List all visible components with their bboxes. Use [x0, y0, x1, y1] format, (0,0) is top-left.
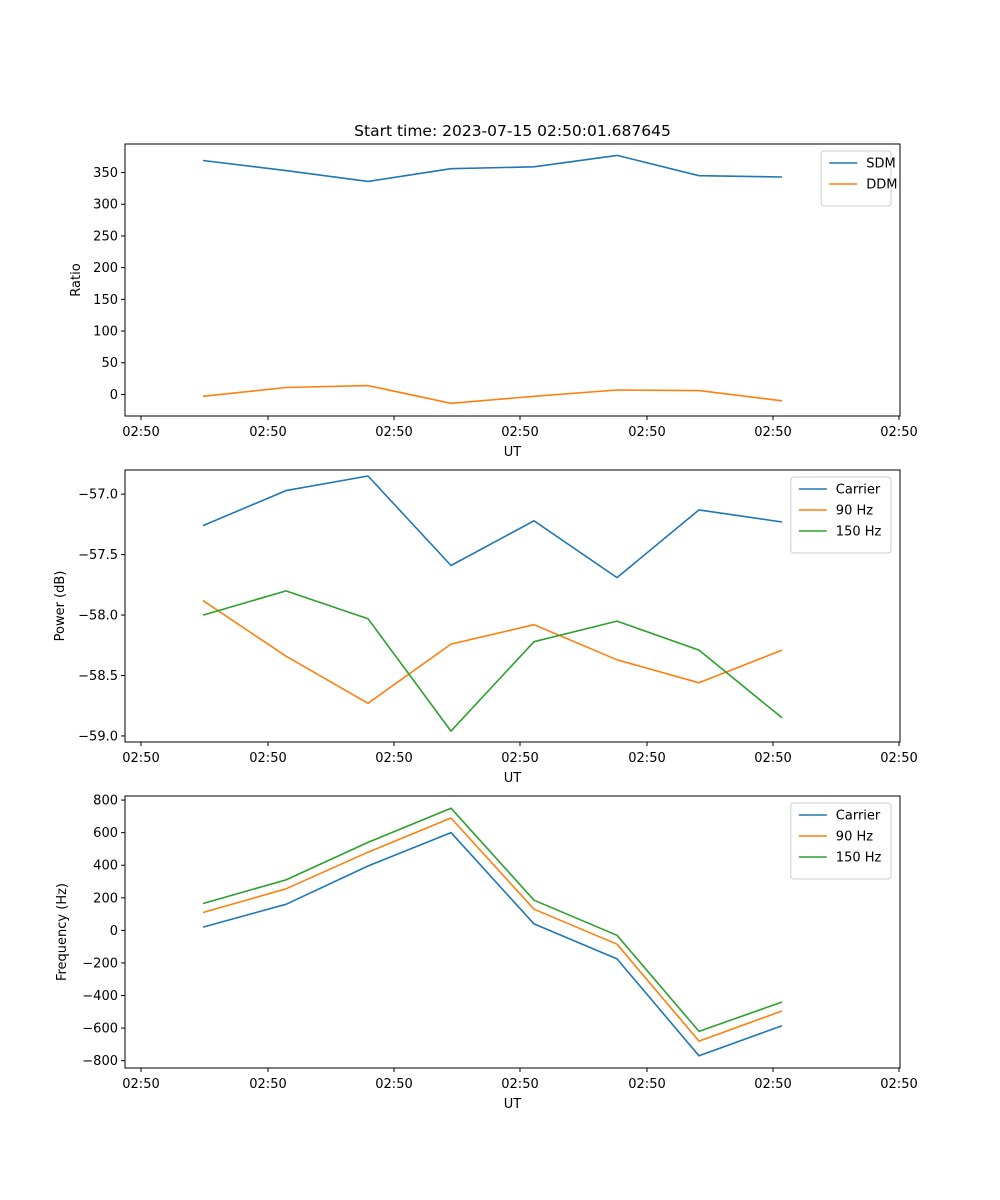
x-tick-label: 02:50: [122, 751, 159, 766]
y-tick-label: 200: [93, 891, 118, 906]
y-tick-label: 350: [93, 166, 118, 181]
legend: SDM DDM: [820, 150, 897, 207]
y-axis-label: Ratio: [69, 263, 84, 296]
legend-label: 150 Hz: [836, 525, 882, 540]
y-tick-label: −800: [82, 1054, 118, 1069]
series-line-carrier: [202, 831, 783, 1057]
y-axis-label: Power (dB): [53, 571, 68, 642]
y-tick-label: 100: [93, 325, 118, 340]
x-axis-label: UT: [504, 771, 522, 786]
chart-panel-2: 02:50 02:50 02:50 02:50 02:50 02:50 02:50 −59.0…: [53, 469, 918, 786]
x-tick-label: 02:50: [880, 1077, 917, 1092]
series-line-ddm: [202, 384, 783, 405]
x-tick-label: 02:50: [880, 751, 917, 766]
x-tick-label: 02:50: [628, 425, 665, 440]
chart-panel-1: Start time: 2023-07-15 02:50:01.68764502…: [69, 122, 918, 460]
legend-box: [790, 476, 892, 554]
x-tick-label: 02:50: [754, 425, 791, 440]
y-tick-label: 800: [93, 794, 118, 809]
x-tick-label: 02:50: [249, 1077, 286, 1092]
y-tick-label: 150: [93, 293, 118, 308]
legend-label: 150 Hz: [836, 851, 882, 866]
legend-box: [790, 802, 892, 880]
series-line-carrier: [202, 475, 783, 579]
y-axis-label: Frequency (Hz): [55, 883, 70, 981]
x-tick-label: 02:50: [375, 751, 412, 766]
y-tick-label: 400: [93, 859, 118, 874]
y-tick-label: 600: [93, 826, 118, 841]
legend-label: 90 Hz: [836, 830, 873, 845]
y-tick-label: −57.5: [78, 548, 118, 563]
plot-frame: [124, 469, 901, 743]
legend: Carrier 90 Hz 150 Hz: [790, 476, 892, 554]
y-tick-label: 50: [101, 356, 118, 371]
y-tick-label: −57.0: [78, 488, 118, 503]
legend-label: DDM: [866, 178, 897, 193]
chart-title: Start time: 2023-07-15 02:50:01.687645: [354, 122, 671, 140]
y-tick-label: −58.5: [78, 669, 118, 684]
x-tick-label: 02:50: [249, 751, 286, 766]
series-line-150-hz: [202, 590, 783, 732]
x-tick-label: 02:50: [375, 1077, 412, 1092]
y-tick-label: 250: [93, 229, 118, 244]
x-tick-label: 02:50: [628, 1077, 665, 1092]
legend-box: [820, 150, 892, 207]
x-tick-label: 02:50: [375, 425, 412, 440]
x-tick-label: 02:50: [880, 425, 917, 440]
y-tick-label: −200: [82, 956, 118, 971]
x-tick-label: 02:50: [754, 751, 791, 766]
legend-label: 90 Hz: [836, 504, 873, 519]
series-line-90-hz: [202, 599, 783, 705]
x-tick-label: 02:50: [122, 425, 159, 440]
chart-panel-3: 02:50 02:50 02:50 02:50 02:50 02:50 02:50 −800 −…: [55, 794, 918, 1112]
y-tick-label: −59.0: [78, 729, 118, 744]
plot-frame: [124, 795, 901, 1069]
legend: Carrier 90 Hz 150 Hz: [790, 802, 892, 880]
x-tick-label: 02:50: [249, 425, 286, 440]
legend-label: Carrier: [836, 483, 881, 498]
x-tick-label: 02:50: [501, 425, 538, 440]
x-tick-label: 02:50: [122, 1077, 159, 1092]
y-tick-label: −400: [82, 989, 118, 1004]
y-tick-label: 300: [93, 198, 118, 213]
series-line-90-hz: [202, 817, 783, 1042]
x-tick-label: 02:50: [501, 751, 538, 766]
x-axis-label: UT: [504, 1097, 522, 1112]
legend-label: SDM: [866, 157, 895, 172]
legend-label: Carrier: [836, 809, 881, 824]
series-line-150-hz: [202, 807, 783, 1033]
plot-frame: [124, 143, 901, 417]
x-tick-label: 02:50: [754, 1077, 791, 1092]
series-line-sdm: [202, 154, 783, 183]
x-axis-label: UT: [504, 445, 522, 460]
x-tick-label: 02:50: [628, 751, 665, 766]
y-tick-label: 0: [110, 924, 118, 939]
y-tick-label: −600: [82, 1022, 118, 1037]
y-tick-label: 200: [93, 261, 118, 276]
y-tick-label: −58.0: [78, 609, 118, 624]
x-tick-label: 02:50: [501, 1077, 538, 1092]
y-tick-label: 0: [110, 388, 118, 403]
